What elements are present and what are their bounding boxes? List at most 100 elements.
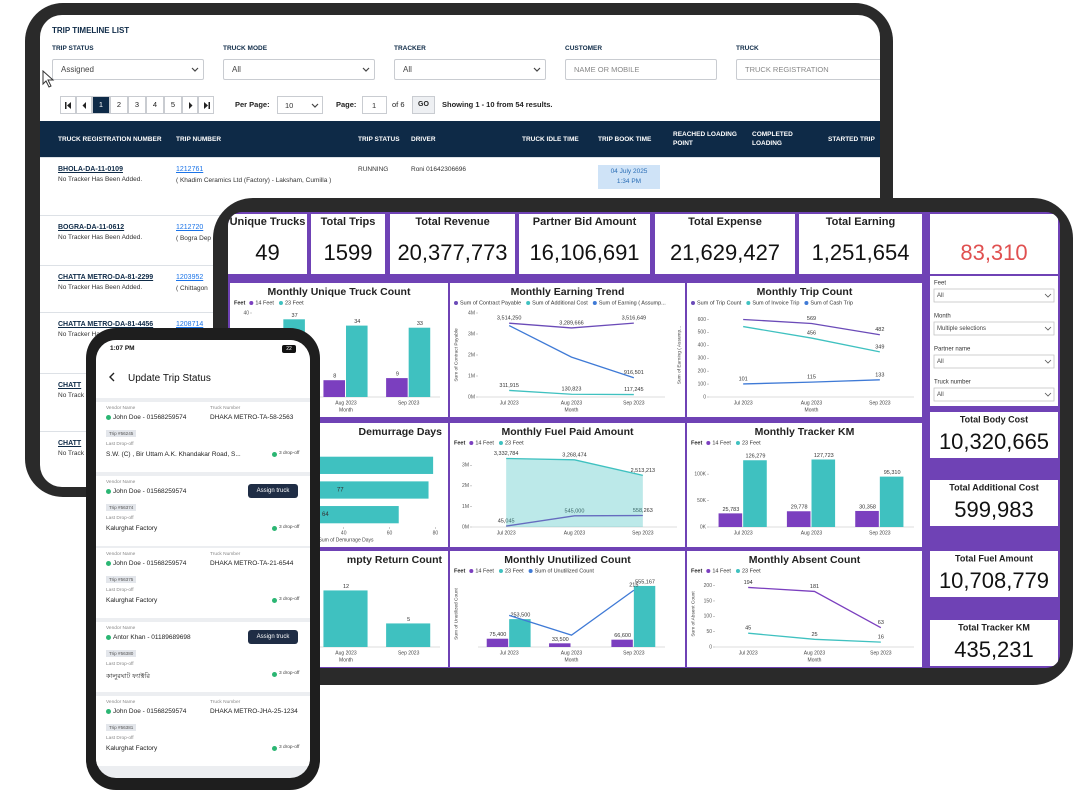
filter-select[interactable]: All bbox=[394, 59, 546, 80]
filter-label: TRIP STATUS bbox=[52, 45, 94, 52]
data-label: 45 bbox=[745, 626, 751, 632]
assign-button[interactable]: Assign truck bbox=[248, 484, 298, 498]
truck-registration[interactable]: CHATT bbox=[58, 382, 82, 389]
truck-number: DHAKA METRO-TA-21-6544 bbox=[210, 560, 294, 567]
truck-registration[interactable]: CHATT bbox=[58, 440, 82, 447]
bar bbox=[408, 327, 431, 397]
pager-icon-button[interactable] bbox=[198, 96, 214, 114]
book-clock: 1:34 PM bbox=[616, 178, 642, 185]
slicer-chevron bbox=[1044, 359, 1052, 364]
y-tick-label: 50K bbox=[697, 498, 707, 504]
trip-number[interactable]: 1212761 bbox=[176, 166, 204, 173]
per-page-value: 10 bbox=[285, 101, 294, 110]
line bbox=[743, 379, 880, 385]
side-kpi-tile bbox=[930, 480, 1058, 526]
data-label: 126,279 bbox=[746, 454, 766, 460]
assign-button[interactable]: Assign truck bbox=[248, 630, 298, 644]
filter-select[interactable]: All bbox=[223, 59, 375, 80]
side-kpi-label: Total Tracker KM bbox=[958, 622, 1030, 632]
back-button[interactable] bbox=[108, 372, 116, 382]
kpi-label: Total Earning bbox=[826, 216, 895, 228]
chevron-line bbox=[533, 67, 541, 72]
column-header: DRIVER bbox=[411, 135, 436, 143]
pager-icon-button[interactable] bbox=[76, 96, 92, 114]
bar bbox=[786, 511, 811, 527]
pager-page[interactable]: 2 bbox=[110, 96, 128, 114]
chart-title: Monthly Earning Trend bbox=[511, 286, 625, 298]
slicer-value: Multiple selections bbox=[937, 326, 986, 332]
side-kpi-label: Total Additional Cost bbox=[949, 482, 1039, 492]
truck-registration[interactable]: BOGRA-DA-11-0612 bbox=[58, 224, 125, 231]
field-label: Last Drop-off bbox=[106, 442, 134, 447]
filter-select[interactable]: Assigned bbox=[52, 59, 204, 80]
pager-page[interactable]: 4 bbox=[146, 96, 164, 114]
filter-label: TRACKER bbox=[394, 45, 426, 52]
legend-label: 14 Feet bbox=[475, 440, 494, 446]
back-arrow bbox=[109, 372, 115, 382]
data-label: 64 bbox=[322, 512, 329, 518]
trip-card[interactable]: Vendor Name John Doe - 01568259574 Truck N… bbox=[96, 402, 310, 472]
list-title: TRIP TIMELINE LIST bbox=[52, 26, 130, 35]
legend-title: Feet bbox=[691, 440, 702, 446]
trip-number[interactable]: 1212720 bbox=[176, 224, 204, 231]
drop-count: 3 drop-off bbox=[279, 597, 300, 602]
status-time: 1:07 PM bbox=[110, 345, 135, 352]
pager-icon-button[interactable] bbox=[182, 96, 198, 114]
legend-swatch bbox=[706, 441, 711, 445]
pager-page[interactable]: 1 bbox=[92, 96, 110, 114]
filter-input[interactable]: NAME OR MOBILE bbox=[565, 59, 717, 80]
data-label: 12 bbox=[343, 584, 349, 590]
y-tick-label: 3M bbox=[462, 463, 469, 469]
kpi-label: Total Trips bbox=[321, 216, 376, 228]
pager-page[interactable]: 3 bbox=[128, 96, 146, 114]
y-tick-label: 0M bbox=[468, 394, 475, 400]
column-header: TRUCK IDLE TIME bbox=[522, 135, 579, 143]
per-page-select[interactable]: 10 bbox=[277, 96, 323, 114]
legend-swatch bbox=[469, 441, 474, 445]
bar bbox=[509, 619, 531, 647]
y-tick-label: 500 bbox=[698, 330, 707, 336]
trip-card[interactable]: Vendor Name John Doe - 01568259574 Truck N… bbox=[96, 696, 310, 766]
line bbox=[509, 322, 634, 329]
filter-label: CUSTOMER bbox=[565, 45, 603, 52]
trip-card[interactable]: Vendor Name Antor Khan - 01189689698 Assig… bbox=[96, 622, 310, 692]
trip-card[interactable]: Vendor Name John Doe - 01568259574 Assign … bbox=[96, 476, 310, 546]
slicer-label: Month bbox=[934, 314, 951, 320]
data-label: 3,268,474 bbox=[562, 452, 586, 458]
truck-registration[interactable]: CHATTA METRO-DA-81-2299 bbox=[58, 274, 154, 281]
bar bbox=[346, 325, 368, 397]
trip-card[interactable]: Vendor Name John Doe - 01568259574 Truck N… bbox=[96, 548, 310, 618]
y-tick-label: 0 bbox=[709, 644, 712, 650]
chart-title: Demurrage Days bbox=[359, 426, 443, 438]
filter-value: Assigned bbox=[61, 65, 94, 74]
y-tick-label: 100K bbox=[694, 471, 706, 477]
pager-arrow bbox=[82, 102, 86, 109]
pager-icon-button[interactable] bbox=[60, 96, 76, 114]
truck-registration[interactable]: BHOLA-DA-11-0109 bbox=[58, 166, 123, 173]
column-header: TRIP NUMBER bbox=[176, 135, 222, 143]
y-tick-label: 1M bbox=[468, 373, 475, 379]
vendor-dot bbox=[106, 635, 111, 640]
legend-title: Feet bbox=[691, 568, 702, 574]
vendor-dot bbox=[106, 561, 111, 566]
kpi-tile bbox=[930, 214, 1058, 274]
page-label: Page: bbox=[336, 100, 357, 109]
y-tick-label: 600 bbox=[698, 317, 707, 323]
filter-input[interactable]: TRUCK REGISTRATION bbox=[736, 59, 880, 80]
x-axis-title: Month bbox=[808, 657, 822, 663]
side-kpi-tile bbox=[930, 551, 1058, 597]
legend-label: Sum of Trip Count bbox=[697, 300, 742, 306]
pager-page[interactable]: 5 bbox=[164, 96, 182, 114]
trip-number[interactable]: 1203952 bbox=[176, 274, 204, 281]
data-label: 29,778 bbox=[791, 505, 808, 511]
chart-title: Monthly Trip Count bbox=[757, 286, 853, 298]
table-header bbox=[40, 121, 880, 157]
side-kpi-label: Total Fuel Amount bbox=[955, 553, 1033, 563]
trip-number[interactable]: 1208714 bbox=[176, 321, 204, 328]
pager-icon bbox=[65, 102, 71, 109]
page-input[interactable]: 1 bbox=[362, 96, 387, 114]
truck-registration[interactable]: CHATTA METRO-DA-81-4456 bbox=[58, 321, 154, 328]
column-header: STARTED TRIP bbox=[828, 135, 875, 143]
column-header: TRUCK REGISTRATION NUMBER bbox=[58, 135, 162, 143]
go-button[interactable]: GO bbox=[412, 96, 435, 114]
